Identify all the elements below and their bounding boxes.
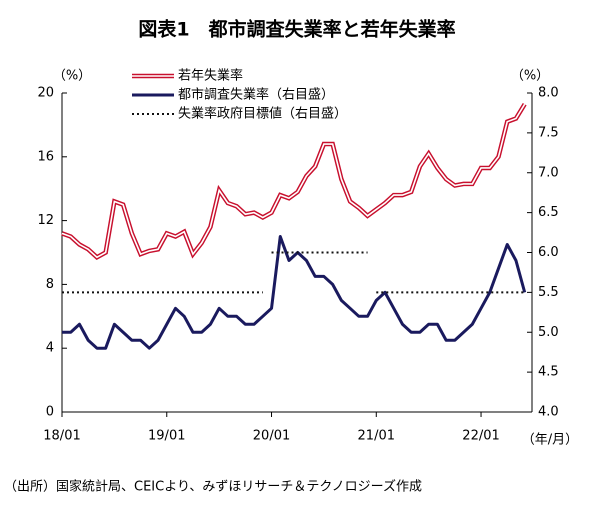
legend-label: 若年失業率 <box>178 68 243 84</box>
y2-tick-label: 4.0 <box>538 405 559 420</box>
x-tick-label: 19/01 <box>148 429 185 444</box>
y-tick-label: 20 <box>37 86 54 101</box>
series-line <box>61 103 526 259</box>
y-tick-label: 12 <box>37 213 54 228</box>
legend-label: 失業率政府目標値（右目盛） <box>178 106 347 122</box>
y2-tick-label: 5.5 <box>538 285 559 300</box>
legend-label: 都市調査失業率（右目盛） <box>178 87 334 103</box>
series-line <box>62 235 527 350</box>
source-note: （出所）国家統計局、CEICより、みずほリサーチ＆テクノロジーズ作成 <box>4 479 422 495</box>
x-axis-label: （年/月） <box>522 433 578 448</box>
y-tick-label: 16 <box>37 149 54 164</box>
y-tick-label: 4 <box>46 341 54 356</box>
x-tick-label: 20/01 <box>253 429 290 444</box>
y-tick-label: 8 <box>46 277 54 292</box>
y2-tick-label: 4.5 <box>538 365 559 380</box>
y2-tick-label: 7.5 <box>538 125 559 140</box>
x-tick-label: 18/01 <box>43 429 80 444</box>
y-tick-label: 0 <box>46 405 54 420</box>
y2-tick-label: 6.0 <box>538 245 559 260</box>
x-tick-label: 21/01 <box>358 429 395 444</box>
chart-title: 図表1 都市調査失業率と若年失業率 <box>138 18 455 41</box>
y-axis-label: （%） <box>53 69 91 84</box>
x-tick-label: 22/01 <box>462 429 499 444</box>
y2-tick-label: 8.0 <box>538 86 559 101</box>
y2-tick-label: 7.0 <box>538 165 559 180</box>
y2-axis-label: （%） <box>511 69 549 84</box>
y2-tick-label: 5.0 <box>538 325 559 340</box>
y2-tick-label: 6.5 <box>538 205 559 220</box>
